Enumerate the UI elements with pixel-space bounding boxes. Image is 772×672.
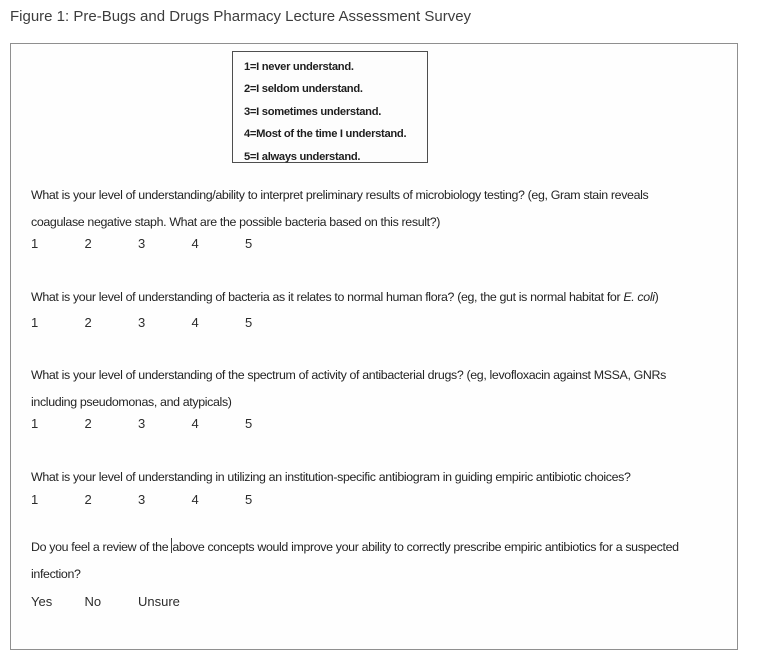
question-5-option-unsure[interactable]: Unsure (138, 594, 180, 609)
question-5-text: Do you feel a review of the above concep… (31, 534, 737, 588)
question-5-option-yes[interactable]: Yes (31, 594, 53, 609)
question-3-rating-5[interactable]: 5 (245, 416, 253, 431)
question-1-rating-2[interactable]: 2 (84, 236, 92, 251)
question-2-text-segment: What is your level of understanding of b… (31, 290, 624, 304)
question-5-option-no[interactable]: No (84, 594, 102, 609)
question-1-text: What is your level of understanding/abil… (31, 188, 649, 229)
question-4-rating-5[interactable]: 5 (245, 492, 253, 507)
survey-box: 1=I never understand. 2=I seldom underst… (10, 43, 738, 650)
question-5-text-segment: Do you feel a review of the (31, 540, 172, 554)
figure-title: Figure 1: Pre-Bugs and Drugs Pharmacy Le… (10, 8, 472, 25)
question-5-options: Yes No Unsure (31, 588, 180, 615)
question-1-rating-4[interactable]: 4 (191, 236, 199, 251)
question-1-options: 1 2 3 4 5 (31, 230, 252, 257)
question-2-text-segment-end: ) (654, 290, 659, 304)
text-cursor (171, 538, 173, 553)
question-2-rating-2[interactable]: 2 (84, 315, 92, 330)
question-4-rating-2[interactable]: 2 (84, 492, 92, 507)
question-1-rating-3[interactable]: 3 (138, 236, 146, 251)
question-1-rating-1[interactable]: 1 (31, 236, 39, 251)
question-1-rating-5[interactable]: 5 (245, 236, 253, 251)
legend-item-4: 4=Most of the time I understand. (244, 128, 407, 141)
question-3-options: 1 2 3 4 5 (31, 410, 252, 437)
question-2-rating-4[interactable]: 4 (191, 315, 199, 330)
question-2-options: 1 2 3 4 5 (31, 309, 252, 336)
question-2-rating-5[interactable]: 5 (245, 315, 253, 330)
legend-item-3: 3=I sometimes understand. (244, 105, 382, 118)
question-3-rating-3[interactable]: 3 (138, 416, 146, 431)
question-3-rating-2[interactable]: 2 (84, 416, 92, 431)
question-4-rating-3[interactable]: 3 (138, 492, 146, 507)
question-4-rating-4[interactable]: 4 (191, 492, 199, 507)
question-4-rating-1[interactable]: 1 (31, 492, 39, 507)
question-3-rating-4[interactable]: 4 (191, 416, 199, 431)
question-4-options: 1 2 3 4 5 (31, 486, 252, 513)
question-2-rating-3[interactable]: 3 (138, 315, 146, 330)
legend-item-2: 2=I seldom understand. (244, 83, 363, 96)
legend-item-1: 1=I never understand. (244, 61, 354, 73)
question-2-text: What is your level of understanding of b… (31, 284, 737, 311)
question-2-rating-1[interactable]: 1 (31, 315, 39, 330)
question-3-rating-1[interactable]: 1 (31, 416, 39, 431)
question-2-text-italic: E. coli (623, 290, 655, 304)
question-5-text-segment-end: above concepts would improve your abilit… (31, 540, 679, 581)
rating-scale-legend: 1=I never understand. 2=I seldom underst… (232, 51, 428, 163)
legend-item-5: 5=I always understand. (244, 150, 361, 163)
question-3-text: What is your level of understanding of t… (31, 368, 666, 409)
question-4-text: What is your level of understanding in u… (31, 470, 631, 484)
